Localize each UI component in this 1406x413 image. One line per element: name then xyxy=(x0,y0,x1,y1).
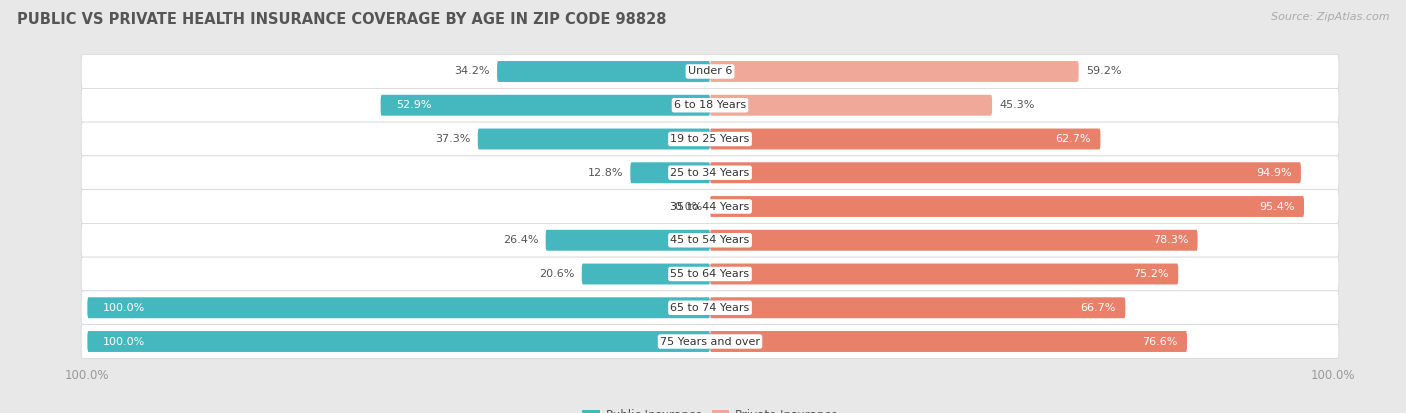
Text: 19 to 25 Years: 19 to 25 Years xyxy=(671,134,749,144)
FancyBboxPatch shape xyxy=(710,162,1301,183)
Text: 34.2%: 34.2% xyxy=(454,66,489,76)
Text: 94.9%: 94.9% xyxy=(1256,168,1292,178)
FancyBboxPatch shape xyxy=(82,55,1339,88)
FancyBboxPatch shape xyxy=(87,331,710,352)
FancyBboxPatch shape xyxy=(82,223,1339,257)
Text: 37.3%: 37.3% xyxy=(434,134,470,144)
FancyBboxPatch shape xyxy=(582,263,710,285)
Text: Under 6: Under 6 xyxy=(688,66,733,76)
Text: 75 Years and over: 75 Years and over xyxy=(659,337,761,347)
FancyBboxPatch shape xyxy=(710,263,1178,285)
Legend: Public Insurance, Private Insurance: Public Insurance, Private Insurance xyxy=(578,404,842,413)
FancyBboxPatch shape xyxy=(710,128,1101,150)
FancyBboxPatch shape xyxy=(478,128,710,150)
Text: 100.0%: 100.0% xyxy=(103,303,145,313)
Text: 62.7%: 62.7% xyxy=(1056,134,1091,144)
Text: Source: ZipAtlas.com: Source: ZipAtlas.com xyxy=(1271,12,1389,22)
FancyBboxPatch shape xyxy=(498,61,710,82)
Text: 6 to 18 Years: 6 to 18 Years xyxy=(673,100,747,110)
FancyBboxPatch shape xyxy=(710,230,1198,251)
Text: 55 to 64 Years: 55 to 64 Years xyxy=(671,269,749,279)
Text: 76.6%: 76.6% xyxy=(1142,337,1178,347)
FancyBboxPatch shape xyxy=(87,297,710,318)
Text: 26.4%: 26.4% xyxy=(503,235,538,245)
Text: 95.4%: 95.4% xyxy=(1260,202,1295,211)
Text: 65 to 74 Years: 65 to 74 Years xyxy=(671,303,749,313)
FancyBboxPatch shape xyxy=(710,61,1078,82)
FancyBboxPatch shape xyxy=(546,230,710,251)
FancyBboxPatch shape xyxy=(82,325,1339,358)
Text: 45.3%: 45.3% xyxy=(1000,100,1035,110)
FancyBboxPatch shape xyxy=(82,190,1339,223)
Text: 100.0%: 100.0% xyxy=(103,337,145,347)
FancyBboxPatch shape xyxy=(82,257,1339,291)
FancyBboxPatch shape xyxy=(82,88,1339,122)
Text: PUBLIC VS PRIVATE HEALTH INSURANCE COVERAGE BY AGE IN ZIP CODE 98828: PUBLIC VS PRIVATE HEALTH INSURANCE COVER… xyxy=(17,12,666,27)
FancyBboxPatch shape xyxy=(82,291,1339,325)
FancyBboxPatch shape xyxy=(710,297,1125,318)
FancyBboxPatch shape xyxy=(710,196,1303,217)
Text: 25 to 34 Years: 25 to 34 Years xyxy=(671,168,749,178)
Text: 75.2%: 75.2% xyxy=(1133,269,1168,279)
FancyBboxPatch shape xyxy=(82,122,1339,156)
Text: 59.2%: 59.2% xyxy=(1085,66,1122,76)
Text: 66.7%: 66.7% xyxy=(1081,303,1116,313)
Text: 52.9%: 52.9% xyxy=(396,100,432,110)
Text: 0.0%: 0.0% xyxy=(675,202,703,211)
Text: 35 to 44 Years: 35 to 44 Years xyxy=(671,202,749,211)
Text: 45 to 54 Years: 45 to 54 Years xyxy=(671,235,749,245)
Text: 78.3%: 78.3% xyxy=(1153,235,1188,245)
Text: 20.6%: 20.6% xyxy=(538,269,574,279)
Text: 12.8%: 12.8% xyxy=(588,168,623,178)
FancyBboxPatch shape xyxy=(82,156,1339,190)
FancyBboxPatch shape xyxy=(710,331,1187,352)
FancyBboxPatch shape xyxy=(381,95,710,116)
FancyBboxPatch shape xyxy=(710,95,993,116)
FancyBboxPatch shape xyxy=(630,162,710,183)
